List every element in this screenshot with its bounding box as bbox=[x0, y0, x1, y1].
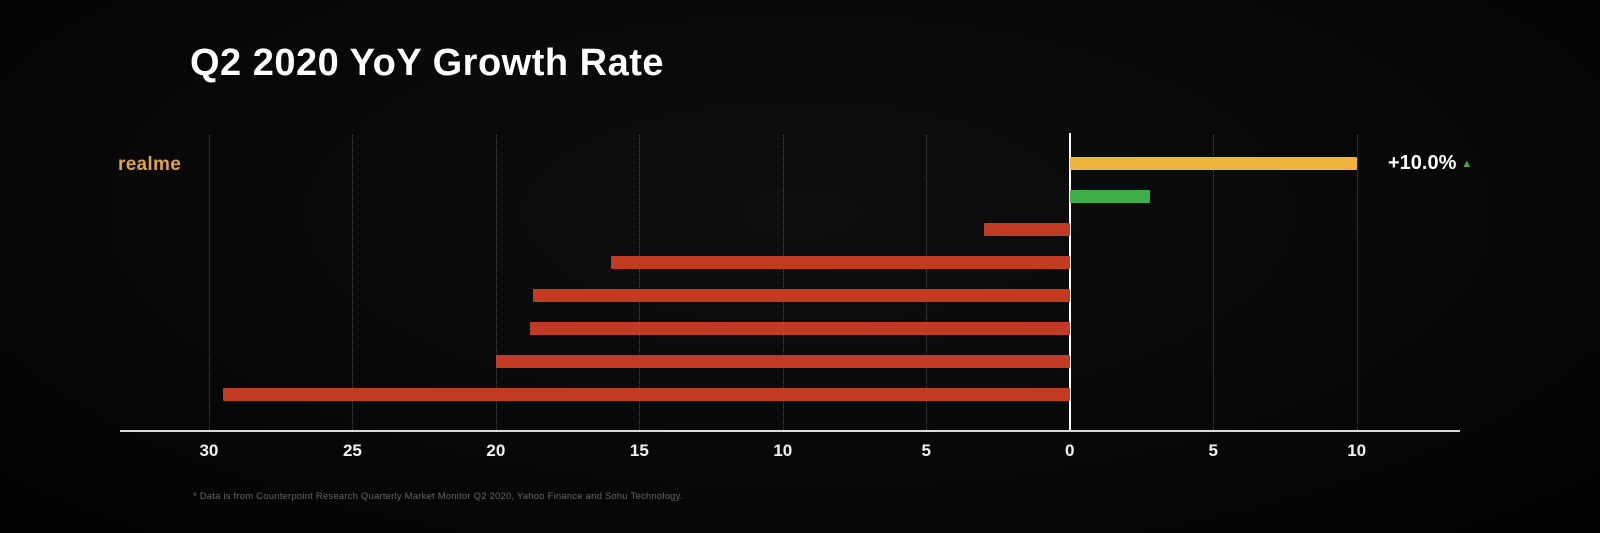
x-tick-label: 30 bbox=[199, 441, 219, 460]
x-tick-label: 10 bbox=[773, 441, 793, 460]
bar bbox=[530, 322, 1070, 335]
bar bbox=[223, 388, 1070, 401]
bar bbox=[533, 289, 1070, 302]
bar-realme bbox=[1069, 157, 1357, 170]
x-tick-label: 15 bbox=[629, 441, 649, 460]
plot-area: 30 25 20 15 10 5 0 5 10 bbox=[120, 133, 1460, 460]
bar bbox=[1069, 190, 1151, 203]
gridline bbox=[208, 135, 210, 430]
gridline bbox=[1213, 135, 1215, 430]
bar bbox=[610, 256, 1070, 269]
x-axis-line bbox=[120, 430, 1460, 432]
gridline bbox=[352, 135, 354, 430]
footnote: * Data is from Counterpoint Research Qua… bbox=[193, 491, 683, 502]
x-tick-label: 0 bbox=[1065, 441, 1075, 460]
x-tick-label: 10 bbox=[1347, 441, 1367, 460]
x-tick-label: 5 bbox=[1208, 441, 1218, 460]
realme-growth-annotation: +10.0% ▲ bbox=[1388, 152, 1472, 175]
x-tick-label: 5 bbox=[921, 441, 932, 460]
gridline bbox=[1356, 135, 1358, 430]
x-tick-label: 20 bbox=[486, 441, 506, 460]
up-triangle-icon: ▲ bbox=[1461, 158, 1473, 170]
bar bbox=[495, 355, 1070, 368]
gridline bbox=[926, 135, 928, 430]
annotation-value: +10.0% bbox=[1388, 152, 1457, 174]
series-label-realme: realme bbox=[118, 154, 182, 175]
gridline bbox=[782, 135, 784, 430]
gridline bbox=[495, 135, 497, 430]
zero-line bbox=[1068, 133, 1071, 430]
bar bbox=[983, 223, 1070, 236]
gridline bbox=[639, 135, 641, 430]
chart-title: Q2 2020 YoY Growth Rate bbox=[190, 42, 665, 84]
x-tick-label: 25 bbox=[342, 441, 362, 460]
